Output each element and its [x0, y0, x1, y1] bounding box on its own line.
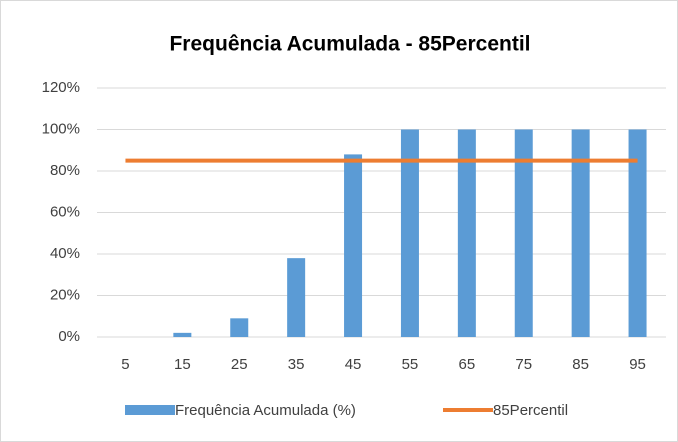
bar — [571, 129, 590, 337]
x-tick-label: 95 — [629, 356, 646, 373]
bar — [628, 129, 647, 337]
y-tick-label: 60% — [50, 203, 80, 220]
x-tick-label: 5 — [121, 356, 129, 373]
bar — [457, 129, 476, 337]
y-tick-label: 80% — [50, 162, 80, 179]
bar — [344, 154, 363, 337]
legend-label: 85Percentil — [493, 402, 568, 419]
y-tick-label: 100% — [42, 120, 80, 137]
x-tick-label: 65 — [459, 356, 476, 373]
x-tick-label: 75 — [515, 356, 532, 373]
x-tick-label: 35 — [288, 356, 305, 373]
bar — [400, 129, 419, 337]
x-tick-label: 45 — [345, 356, 362, 373]
y-tick-label: 40% — [50, 245, 80, 262]
y-tick-label: 120% — [42, 79, 80, 96]
chart-title: Frequência Acumulada - 85Percentil — [169, 33, 530, 56]
bar — [514, 129, 533, 337]
x-tick-label: 25 — [231, 356, 248, 373]
y-tick-label: 20% — [50, 286, 80, 303]
x-tick-label: 15 — [174, 356, 191, 373]
legend-label: Frequência Acumulada (%) — [175, 402, 356, 419]
y-tick-label: 0% — [58, 328, 80, 345]
legend-swatch — [125, 405, 175, 415]
bar — [230, 318, 249, 337]
x-tick-label: 55 — [402, 356, 419, 373]
bar — [287, 258, 306, 337]
x-tick-label: 85 — [572, 356, 589, 373]
bar — [173, 332, 192, 337]
